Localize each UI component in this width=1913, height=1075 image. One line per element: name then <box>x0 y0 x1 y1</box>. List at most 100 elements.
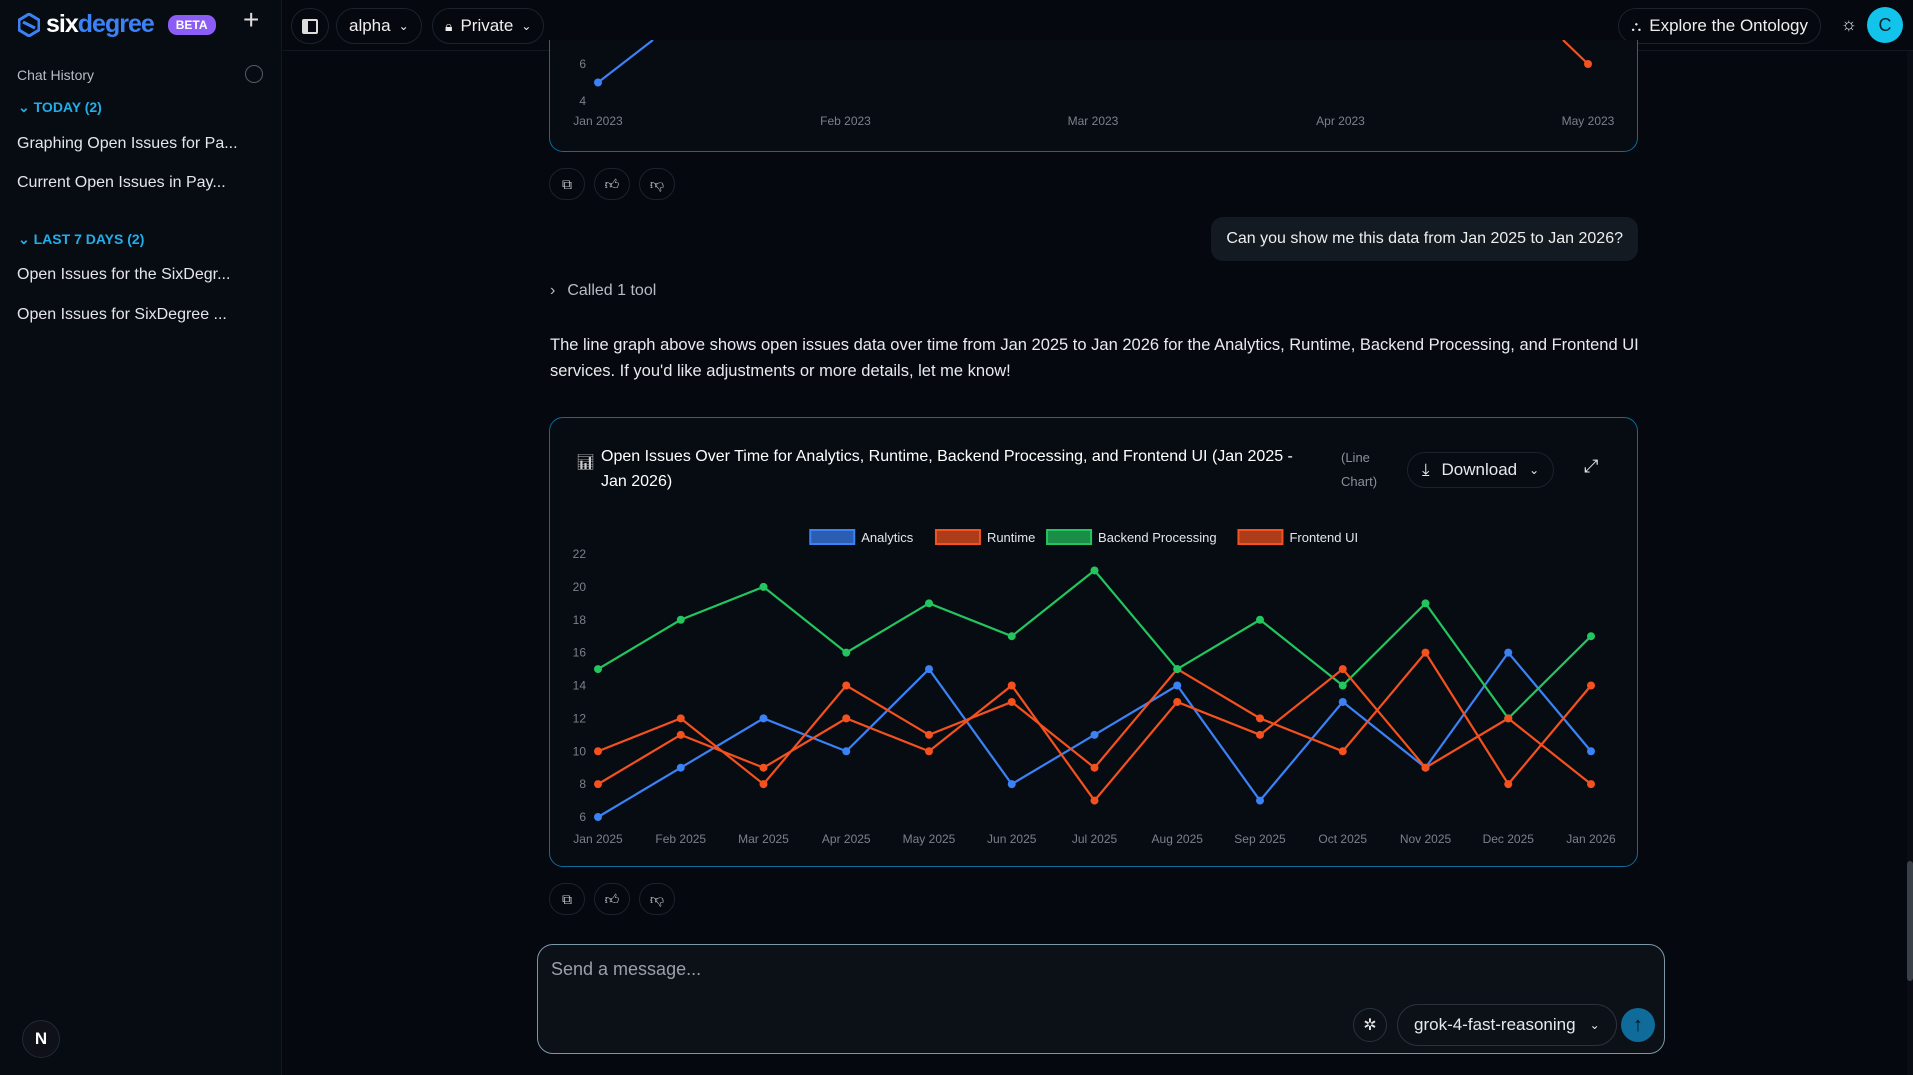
data-point <box>1007 697 1016 706</box>
new-chat-button[interactable]: + <box>243 4 260 35</box>
data-point <box>1504 714 1513 723</box>
series-line-frontend-ui <box>1562 39 1589 65</box>
data-point <box>1090 730 1099 739</box>
expand-icon[interactable]: ⤢ <box>1584 456 1599 476</box>
x-tick-label: Nov 2025 <box>1400 832 1452 846</box>
legend-swatch <box>1046 529 1093 545</box>
data-point <box>594 813 602 821</box>
brand-degree: degree <box>77 10 155 38</box>
chat-item[interactable]: Open Issues for the SixDegr... <box>17 266 231 283</box>
data-point <box>1584 60 1592 68</box>
send-button[interactable]: ↑ <box>1621 1008 1655 1042</box>
chat-item[interactable]: Current Open Issues in Pay... <box>17 174 226 191</box>
history-toggle[interactable] <box>245 65 263 83</box>
data-point <box>842 714 851 723</box>
download-icon: ⤓ <box>1422 460 1430 479</box>
data-point <box>1587 747 1595 756</box>
section-label: LAST 7 DAYS (2) <box>33 231 145 247</box>
x-tick-label: Jan 2023 <box>573 114 623 128</box>
x-tick-label: Feb 2023 <box>820 114 871 128</box>
x-tick-label: Feb 2025 <box>655 832 706 846</box>
thumbs-down-icon[interactable]: 👎︎ <box>639 883 675 915</box>
visibility-select[interactable]: 🔒︎ Private ⌄ <box>432 8 545 44</box>
sidebar-panel-icon <box>302 18 318 34</box>
model-select[interactable]: grok-4-fast-reasoning ⌄ <box>1397 1004 1617 1046</box>
tool-call-toggle[interactable]: › Called 1 tool <box>550 282 656 300</box>
data-point <box>1338 697 1347 706</box>
brand-six: six <box>46 10 79 38</box>
copy-icon[interactable]: ⧉ <box>549 883 585 915</box>
legend-swatch <box>809 529 856 545</box>
thumbs-down-icon[interactable]: 👎︎ <box>639 168 675 200</box>
sidebar: six degree BETA + Chat History ⌄ TODAY (2… <box>0 0 282 1075</box>
bug-icon[interactable]: ✲ <box>1353 1008 1387 1042</box>
graph-nodes-icon: ⛬ <box>1631 17 1642 34</box>
avatar[interactable]: C <box>1867 7 1903 43</box>
data-point <box>842 747 851 756</box>
x-tick-label: May 2025 <box>903 832 956 846</box>
data-point <box>1504 780 1513 789</box>
y-tick-label: 14 <box>573 679 587 693</box>
chevron-down-icon: ⌄ <box>1529 463 1540 477</box>
assistant-message: The line graph above shows open issues d… <box>550 336 1639 380</box>
download-label: Download <box>1441 460 1518 479</box>
x-tick-label: Jan 2026 <box>1566 832 1616 846</box>
data-point <box>1504 648 1513 657</box>
download-button[interactable]: ⤓ Download ⌄ <box>1407 452 1555 488</box>
visibility-label: Private <box>460 16 514 35</box>
x-tick-label: Mar 2023 <box>1068 114 1119 128</box>
data-point <box>1421 599 1430 608</box>
data-point <box>1173 681 1182 690</box>
toggle-sidebar-button[interactable] <box>291 8 329 44</box>
data-point <box>759 763 768 772</box>
chart-title: Open Issues Over Time for Analytics, Run… <box>601 448 1293 490</box>
section-last-7-days[interactable]: ⌄ LAST 7 DAYS (2) <box>18 231 145 247</box>
chat-item[interactable]: Open Issues for SixDegree ... <box>17 306 227 323</box>
theme-toggle-sun-icon[interactable]: ☼ <box>1840 14 1858 34</box>
section-label: TODAY (2) <box>33 99 102 115</box>
data-point <box>1338 681 1347 690</box>
thumbs-up-icon[interactable]: 👍︎ <box>594 168 630 200</box>
x-tick-label: Dec 2025 <box>1483 832 1535 846</box>
data-point <box>1090 796 1099 805</box>
data-point <box>594 780 602 789</box>
data-point <box>676 763 685 772</box>
x-tick-label: May 2023 <box>1562 114 1615 128</box>
thumbs-up-icon[interactable]: 👍︎ <box>594 883 630 915</box>
x-tick-label: Aug 2025 <box>1152 832 1204 846</box>
previous-chart-card: 4 6 Jan 2023 Feb 2023 Mar 2023 Apr 2023 May 20… <box>549 39 1638 152</box>
scrollbar-thumb[interactable] <box>1907 861 1913 981</box>
series-line-analytics <box>597 39 654 84</box>
logo[interactable]: six degree BETA <box>18 10 216 39</box>
workspace-label: alpha <box>349 16 391 35</box>
legend-swatch <box>1237 529 1284 545</box>
y-tick-label: 8 <box>579 777 586 791</box>
logo-icon <box>18 12 40 37</box>
series-line-backend-processing <box>597 568 1592 721</box>
data-point <box>1256 730 1264 739</box>
legend-label: Runtime <box>987 530 1035 545</box>
previous-line-chart: 4 6 Jan 2023 Feb 2023 Mar 2023 Apr 2023 May 20… <box>573 39 1615 128</box>
x-tick-label: Mar 2025 <box>738 832 789 846</box>
explore-ontology-button[interactable]: ⛬ Explore the Ontology <box>1618 8 1821 44</box>
scrollbar[interactable] <box>1907 51 1913 1075</box>
feedback-actions: ⧉ 👍︎ 👎︎ <box>549 168 675 200</box>
chevron-down-icon: ⌄ <box>1589 1018 1600 1032</box>
message-composer: ✲ grok-4-fast-reasoning ⌄ ↑ <box>537 944 1665 1054</box>
user-menu-button[interactable]: N <box>22 1020 60 1058</box>
legend-swatch <box>934 529 981 545</box>
chevron-down-icon: ⌄ <box>521 19 532 33</box>
chat-item[interactable]: Graphing Open Issues for Pa... <box>17 135 238 152</box>
bar-chart-icon: 📊︎ <box>576 454 596 471</box>
data-point <box>925 747 933 756</box>
data-point <box>759 582 768 591</box>
data-point <box>1007 632 1016 641</box>
section-today[interactable]: ⌄ TODAY (2) <box>18 99 102 115</box>
message-input[interactable] <box>551 959 1451 989</box>
copy-icon[interactable]: ⧉ <box>549 168 585 200</box>
data-point <box>1173 697 1182 706</box>
data-point <box>676 714 685 723</box>
tool-call-label: Called 1 tool <box>567 282 657 299</box>
data-point <box>842 681 851 690</box>
workspace-select[interactable]: alpha ⌄ <box>336 8 422 44</box>
